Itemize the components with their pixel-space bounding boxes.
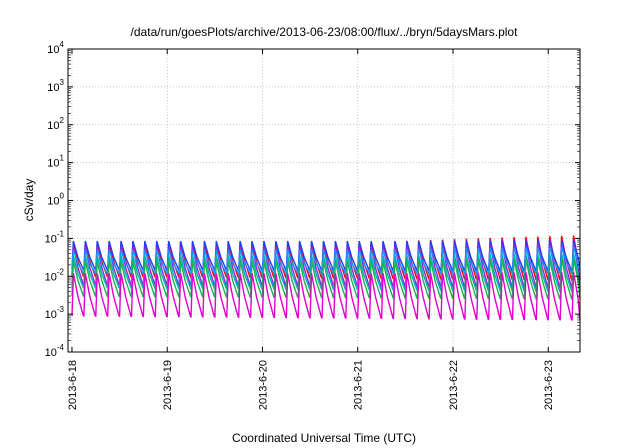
x-tick-label: 2013-6-21	[353, 360, 365, 410]
x-axis-label: Coordinated Universal Time (UTC)	[232, 431, 416, 445]
y-tick-label: 104	[47, 40, 64, 56]
y-axis-label: cSv/day	[22, 179, 36, 222]
series-group	[71, 235, 581, 321]
x-axis: 2013-6-18 2013-6-19 2013-6-20 2013-6-21 2013…	[67, 49, 555, 410]
chart-title: /data/run/goesPlots/archive/2013-06-23/0…	[131, 25, 519, 39]
x-tick-label: 2013-6-19	[162, 360, 174, 410]
y-tick-label: 103	[47, 78, 64, 94]
y-tick-label: 10-3	[45, 305, 65, 321]
y-tick-label: 102	[47, 116, 64, 132]
y-tick-label: 10-2	[45, 267, 65, 283]
y-tick-label: 101	[47, 154, 64, 170]
y-tick-label: 10-1	[45, 229, 65, 245]
series-line	[71, 271, 581, 321]
x-tick-label: 2013-6-22	[448, 360, 460, 410]
y-tick-label: 100	[47, 192, 64, 208]
x-tick-label: 2013-6-20	[257, 360, 269, 410]
x-tick-label: 2013-6-23	[543, 360, 555, 410]
y-tick-label: 10-4	[45, 343, 65, 359]
grid	[68, 49, 580, 352]
y-axis: 10-4 10-3 10-2 10-1 100 101 102 103 104	[45, 40, 580, 359]
x-tick-label: 2013-6-18	[67, 360, 79, 410]
